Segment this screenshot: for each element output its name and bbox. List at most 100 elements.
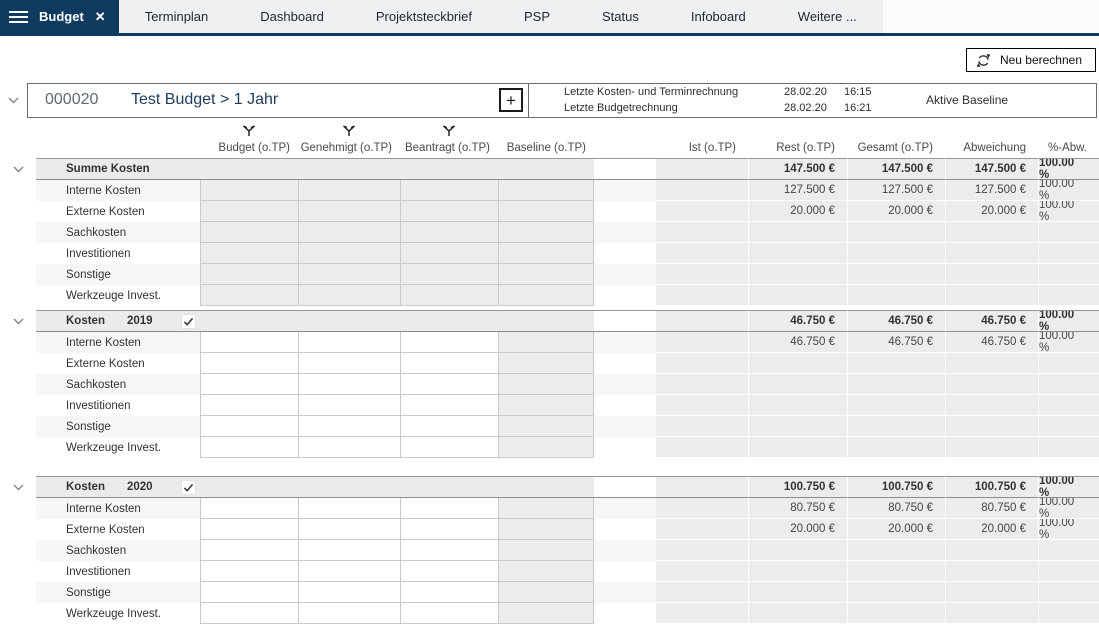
cell-gesamt: 80.750 € bbox=[847, 498, 945, 519]
cell-budget[interactable] bbox=[200, 603, 298, 624]
row-expander-empty bbox=[0, 180, 36, 201]
close-icon[interactable]: ✕ bbox=[94, 8, 106, 24]
cell-genehmigt[interactable] bbox=[298, 582, 400, 603]
cell-beantragt[interactable] bbox=[400, 519, 498, 540]
cell-genehmigt[interactable] bbox=[298, 540, 400, 561]
cell-baseline bbox=[498, 222, 594, 243]
table-row-sachkosten: Sachkosten bbox=[0, 222, 1099, 243]
row-expander-empty bbox=[0, 582, 36, 603]
project-selector[interactable]: 000020 Test Budget > 1 Jahr + bbox=[28, 83, 529, 117]
row-label: Interne Kosten bbox=[36, 498, 200, 519]
tab-psp[interactable]: PSP bbox=[523, 9, 550, 24]
cell-genehmigt[interactable] bbox=[298, 374, 400, 395]
cell-genehmigt[interactable] bbox=[298, 561, 400, 582]
tab-dashboard[interactable]: Dashboard bbox=[260, 9, 324, 24]
cell-ist bbox=[656, 561, 748, 582]
tab-bar-filler bbox=[882, 0, 1099, 33]
cell-budget[interactable] bbox=[200, 416, 298, 437]
tab-projektsteckbrief[interactable]: Projektsteckbrief bbox=[375, 9, 472, 24]
cell-beantragt[interactable] bbox=[400, 416, 498, 437]
project-number: 000020 bbox=[45, 91, 99, 108]
cell-budget[interactable] bbox=[200, 519, 298, 540]
row-label: Werkzeuge Invest. bbox=[66, 607, 162, 620]
cell-beantragt[interactable] bbox=[400, 603, 498, 624]
cell-genehmigt[interactable] bbox=[298, 353, 400, 374]
cell-abweichung bbox=[945, 374, 1038, 395]
cell-genehmigt[interactable] bbox=[298, 332, 400, 353]
table-row-externe-kosten: Externe Kosten 20.000 €20.000 €20.000 €10… bbox=[0, 519, 1099, 540]
column-header-empty bbox=[594, 118, 656, 158]
cell-budget[interactable] bbox=[200, 332, 298, 353]
group-header-cell: Kosten 2019 bbox=[36, 310, 594, 332]
cell-budget[interactable] bbox=[200, 540, 298, 561]
group-expander[interactable] bbox=[0, 158, 36, 180]
group-expander[interactable] bbox=[0, 310, 36, 332]
cell-genehmigt[interactable] bbox=[298, 437, 400, 458]
cell-budget[interactable] bbox=[200, 374, 298, 395]
filter-icon[interactable] bbox=[343, 125, 356, 137]
cell-budget[interactable] bbox=[200, 582, 298, 603]
add-button[interactable]: + bbox=[499, 88, 523, 112]
table-row-werkzeuge-invest: Werkzeuge Invest. bbox=[0, 603, 1099, 624]
cell-baseline bbox=[498, 243, 594, 264]
cell-budget[interactable] bbox=[200, 437, 298, 458]
group-total-rest: 46.750 € bbox=[748, 310, 847, 332]
cell-genehmigt[interactable] bbox=[298, 519, 400, 540]
cell-beantragt[interactable] bbox=[400, 498, 498, 519]
cell-pabw bbox=[1038, 285, 1099, 306]
tab-weitere[interactable]: Weitere ... bbox=[797, 9, 857, 24]
cell-beantragt[interactable] bbox=[400, 540, 498, 561]
project-info: Letzte Kosten- und Terminrechnung 28.02.… bbox=[529, 84, 1096, 117]
cell-beantragt[interactable] bbox=[400, 395, 498, 416]
cell-budget[interactable] bbox=[200, 395, 298, 416]
cell-beantragt[interactable] bbox=[400, 374, 498, 395]
cell-beantragt[interactable] bbox=[400, 582, 498, 603]
group-total-gesamt: 100.750 € bbox=[847, 476, 945, 498]
recalculate-button[interactable]: Neu berechnen bbox=[965, 48, 1096, 72]
chevron-down-icon bbox=[12, 317, 24, 325]
cell-genehmigt[interactable] bbox=[298, 416, 400, 437]
tab-budget[interactable]: Budget ✕ bbox=[0, 0, 119, 33]
tab-terminplan[interactable]: Terminplan bbox=[144, 9, 209, 24]
cell-genehmigt[interactable] bbox=[298, 498, 400, 519]
cell-abweichung bbox=[945, 582, 1038, 603]
cell-beantragt[interactable] bbox=[400, 332, 498, 353]
row-expander-empty bbox=[0, 416, 36, 437]
cell-budget[interactable] bbox=[200, 353, 298, 374]
group-checkbox[interactable] bbox=[180, 479, 196, 495]
project-expander[interactable] bbox=[0, 96, 27, 104]
cell-rest: 20.000 € bbox=[748, 519, 847, 540]
filter-icon[interactable] bbox=[243, 125, 256, 137]
cell-genehmigt[interactable] bbox=[298, 395, 400, 416]
filter-icon[interactable] bbox=[443, 125, 456, 137]
menu-icon[interactable] bbox=[9, 10, 28, 23]
group-checkbox[interactable] bbox=[180, 313, 196, 329]
cell-pabw: 100.00 % bbox=[1038, 332, 1099, 353]
gap-cell bbox=[594, 222, 656, 243]
row-label: Externe Kosten bbox=[66, 357, 145, 370]
tab-status[interactable]: Status bbox=[602, 9, 639, 24]
cell-beantragt[interactable] bbox=[400, 353, 498, 374]
row-expander-empty bbox=[0, 540, 36, 561]
info-time: 16:15 bbox=[844, 86, 872, 98]
cell-beantragt[interactable] bbox=[400, 561, 498, 582]
tab-budget-label: Budget bbox=[39, 9, 84, 24]
cell-ist bbox=[656, 498, 748, 519]
cell-ist bbox=[656, 285, 748, 306]
cell-ist bbox=[656, 437, 748, 458]
group-expander[interactable] bbox=[0, 476, 36, 498]
cell-budget[interactable] bbox=[200, 561, 298, 582]
cell-beantragt[interactable] bbox=[400, 437, 498, 458]
gap-cell bbox=[594, 158, 656, 180]
cell-baseline bbox=[498, 519, 594, 540]
row-expander-empty bbox=[0, 201, 36, 222]
cell-budget[interactable] bbox=[200, 498, 298, 519]
cell-genehmigt bbox=[298, 180, 400, 201]
row-expander-empty bbox=[0, 498, 36, 519]
tab-infoboard[interactable]: Infoboard bbox=[690, 9, 746, 24]
cell-genehmigt[interactable] bbox=[298, 603, 400, 624]
cell-beantragt bbox=[400, 285, 498, 306]
cell-pabw bbox=[1038, 561, 1099, 582]
column-header-gesamt-o-tp: Gesamt (o.TP) bbox=[857, 142, 933, 154]
cell-rest bbox=[748, 353, 847, 374]
